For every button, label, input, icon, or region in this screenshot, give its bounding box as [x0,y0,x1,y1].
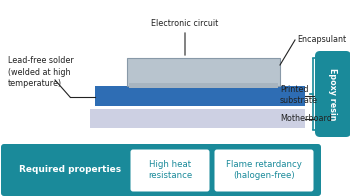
Circle shape [155,90,170,104]
Text: Epoxy resin: Epoxy resin [329,68,337,120]
Circle shape [274,90,289,104]
Circle shape [173,90,188,104]
Circle shape [224,90,238,104]
Text: Motherboard: Motherboard [280,113,332,122]
Text: Encapsulant: Encapsulant [297,34,346,44]
Circle shape [240,90,256,104]
Text: Lead-free solder
(welded at high
temperature): Lead-free solder (welded at high tempera… [8,56,74,88]
Circle shape [189,90,204,104]
Bar [127,58,280,86]
Bar [90,109,305,128]
FancyBboxPatch shape [131,150,210,191]
Text: Flame retardancy
(halogen-free): Flame retardancy (halogen-free) [226,160,302,180]
Text: Required properties: Required properties [19,165,121,174]
Text: Electronic circuit: Electronic circuit [151,19,219,28]
FancyBboxPatch shape [315,51,350,137]
Circle shape [206,90,222,104]
Circle shape [121,90,136,104]
Circle shape [105,90,119,104]
FancyBboxPatch shape [215,150,314,191]
Bar [95,86,305,106]
Bar [129,83,278,88]
FancyBboxPatch shape [1,144,321,196]
Circle shape [139,90,154,104]
Text: Printed
substrate: Printed substrate [280,85,318,105]
Text: High heat
resistance: High heat resistance [148,160,192,180]
Circle shape [258,90,273,104]
